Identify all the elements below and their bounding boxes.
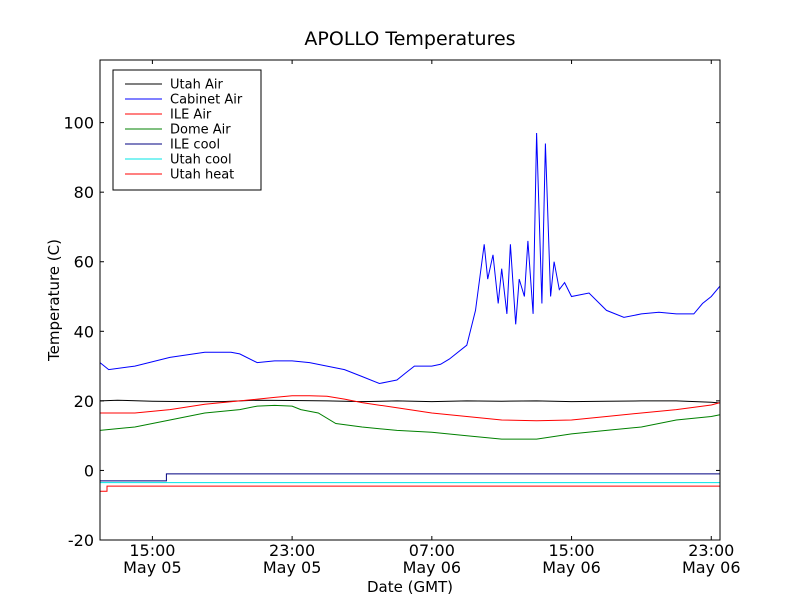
x-tick-date-label: May 06	[682, 558, 741, 577]
y-tick-label: 80	[74, 183, 94, 202]
series-line-ile-air	[100, 395, 721, 422]
x-tick-date-label: May 05	[123, 558, 182, 577]
legend-label-utah-heat: Utah heat	[170, 168, 234, 183]
legend-box	[112, 69, 262, 191]
x-tick-time-label: 07:00	[409, 541, 455, 560]
x-tick-time-label: 23:00	[269, 541, 315, 560]
legend-label-utah-air: Utah Air	[170, 78, 223, 93]
legend-label-ile-cool: ILE cool	[170, 138, 220, 153]
series-line-cabinet-air	[99, 132, 721, 385]
y-tick-label: 60	[74, 253, 94, 272]
y-tick-label: 40	[74, 322, 94, 341]
series-line-dome-air	[99, 404, 721, 440]
series-line-utah-heat	[100, 485, 720, 492]
x-tick-time-label: 15:00	[129, 541, 175, 560]
x-axis-label: Date (GMT)	[367, 578, 453, 596]
y-axis-label: Temperature (C)	[45, 239, 63, 362]
x-tick-date-label: May 06	[542, 558, 601, 577]
x-tick-time-label: 23:00	[688, 541, 734, 560]
plot-frame	[99, 59, 721, 541]
series-line-utah-air	[99, 399, 721, 404]
legend-label-utah-cool: Utah cool	[170, 153, 232, 168]
legend-label-ile-air: ILE Air	[170, 108, 212, 123]
chart-title: APOLLO Temperatures	[304, 28, 515, 50]
series-layer	[99, 132, 721, 492]
series-line-ile-cool	[100, 473, 720, 482]
y-tick-label: -20	[68, 531, 94, 550]
x-tick-time-label: 15:00	[548, 541, 594, 560]
y-tick-label: 100	[63, 114, 94, 133]
legend-label-dome-air: Dome Air	[170, 123, 231, 138]
y-tick-label: 20	[74, 392, 94, 411]
x-tick-date-label: May 06	[403, 558, 462, 577]
legend-label-cabinet-air: Cabinet Air	[170, 93, 243, 108]
y-tick-label: 0	[84, 461, 94, 480]
x-tick-date-label: May 05	[263, 558, 322, 577]
